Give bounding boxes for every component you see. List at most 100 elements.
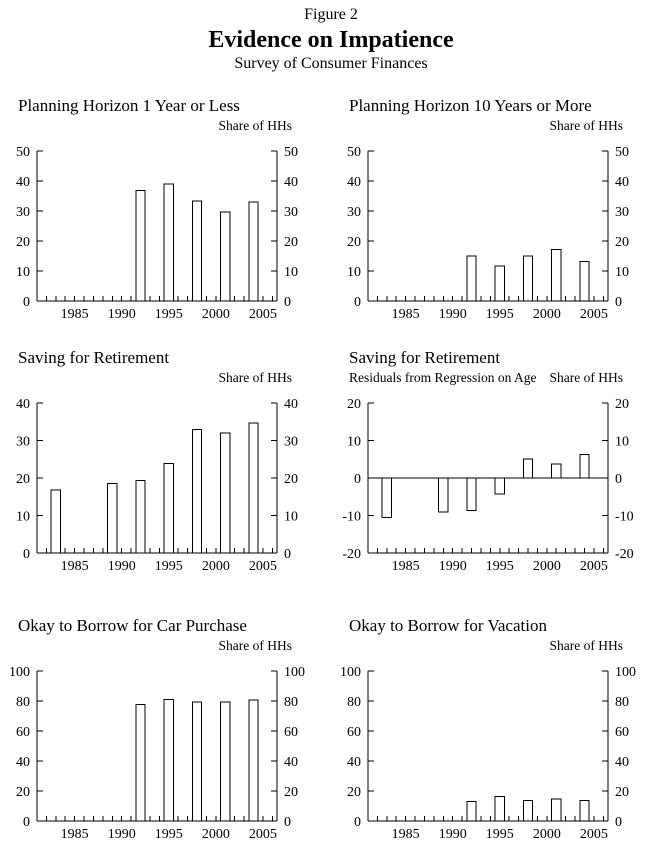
svg-text:30: 30 — [16, 205, 30, 220]
chart-title: Saving for Retirement — [349, 348, 501, 367]
chart-subtitle-row: Residuals from Regression on Age Share o… — [349, 369, 623, 386]
panel-okay-to-borrow-for-vacation: Okay to Borrow for Vacation Share of HHs… — [331, 594, 662, 846]
svg-text:20: 20 — [347, 397, 361, 412]
svg-text:0: 0 — [615, 815, 622, 830]
bar-chart-svg: 0 0 20 20 40 40 60 60 80 80 100 100 1985 1990 1995 2000… — [340, 665, 636, 842]
svg-text:2005: 2005 — [580, 307, 608, 322]
panel-planning-horizon-10-years-or-more: Planning Horizon 10 Years or More Share … — [331, 90, 662, 342]
svg-text:20: 20 — [16, 472, 30, 487]
svg-text:1995: 1995 — [486, 559, 514, 574]
chart-subtitle-row: Share of HHs — [18, 637, 293, 654]
chart-title: Saving for Retirement — [18, 348, 170, 367]
bar-chart-svg: 0 0 10 10 20 20 30 30 40 40 1985 1990 1995 2000 2005 — [16, 397, 298, 574]
units-label: Share of HHs — [218, 118, 293, 133]
svg-text:2000: 2000 — [533, 307, 561, 322]
svg-text:-20: -20 — [342, 547, 361, 562]
svg-text:20: 20 — [284, 785, 298, 800]
svg-text:0: 0 — [354, 815, 361, 830]
svg-text:2005: 2005 — [249, 307, 277, 322]
svg-text:10: 10 — [16, 265, 30, 280]
svg-text:40: 40 — [16, 175, 30, 190]
panel-saving-for-retirement: Saving for Retirement Share of HHs 0 0 10 1… — [0, 342, 331, 594]
svg-text:10: 10 — [615, 435, 629, 450]
svg-text:100: 100 — [615, 665, 636, 680]
svg-text:50: 50 — [284, 145, 298, 160]
units-label: Share of HHs — [549, 638, 624, 653]
svg-text:10: 10 — [347, 265, 361, 280]
svg-text:1995: 1995 — [155, 827, 183, 842]
svg-text:40: 40 — [16, 397, 30, 412]
svg-text:80: 80 — [347, 695, 361, 710]
svg-text:2005: 2005 — [249, 827, 277, 842]
svg-text:1985: 1985 — [392, 827, 420, 842]
svg-text:60: 60 — [284, 725, 298, 740]
svg-text:-10: -10 — [342, 510, 361, 525]
chart-subtitle: Residuals from Regression on Age — [349, 370, 537, 385]
chart-title: Planning Horizon 1 Year or Less — [18, 96, 240, 115]
svg-text:0: 0 — [23, 815, 30, 830]
panel-okay-to-borrow-for-car-purchase: Okay to Borrow for Car Purchase Share of… — [0, 594, 331, 846]
svg-text:40: 40 — [347, 175, 361, 190]
svg-text:-10: -10 — [615, 510, 634, 525]
svg-text:1990: 1990 — [439, 827, 467, 842]
svg-text:40: 40 — [284, 397, 298, 412]
svg-text:40: 40 — [615, 755, 629, 770]
panel-planning-horizon-1-year-or-less: Planning Horizon 1 Year or Less Share of… — [0, 90, 331, 342]
svg-text:-20: -20 — [615, 547, 634, 562]
svg-text:30: 30 — [16, 435, 30, 450]
svg-text:0: 0 — [284, 295, 291, 310]
svg-text:2005: 2005 — [249, 559, 277, 574]
svg-text:2000: 2000 — [202, 559, 230, 574]
svg-text:50: 50 — [615, 145, 629, 160]
units-label: Share of HHs — [549, 370, 624, 385]
units-label: Share of HHs — [218, 370, 293, 385]
svg-text:100: 100 — [9, 665, 30, 680]
svg-text:60: 60 — [615, 725, 629, 740]
svg-text:80: 80 — [16, 695, 30, 710]
svg-text:2000: 2000 — [202, 827, 230, 842]
svg-text:20: 20 — [615, 397, 629, 412]
svg-text:50: 50 — [347, 145, 361, 160]
chart-title: Okay to Borrow for Car Purchase — [18, 616, 247, 635]
bar-chart-svg: 0 0 10 10 20 20 30 30 40 40 50 50 1985 1990 1995 2000 20… — [347, 145, 629, 322]
svg-text:1985: 1985 — [392, 559, 420, 574]
svg-text:30: 30 — [284, 435, 298, 450]
svg-text:0: 0 — [23, 295, 30, 310]
svg-text:1995: 1995 — [486, 827, 514, 842]
svg-text:40: 40 — [347, 755, 361, 770]
svg-text:10: 10 — [347, 435, 361, 450]
svg-text:1985: 1985 — [61, 559, 89, 574]
svg-text:1995: 1995 — [155, 559, 183, 574]
svg-text:40: 40 — [284, 755, 298, 770]
bar-chart-svg: 0 0 10 10 20 20 30 30 40 40 50 50 1985 1990 1995 2000 20… — [16, 145, 298, 322]
chart-subtitle-row: Share of HHs — [18, 369, 293, 386]
charts-grid: Planning Horizon 1 Year or Less Share of… — [0, 90, 662, 846]
svg-text:80: 80 — [284, 695, 298, 710]
svg-text:30: 30 — [615, 205, 629, 220]
figure-label: Figure 2 — [304, 6, 358, 23]
figure-subtitle: Survey of Consumer Finances — [234, 55, 428, 72]
svg-text:2000: 2000 — [533, 559, 561, 574]
svg-text:20: 20 — [347, 235, 361, 250]
svg-text:50: 50 — [16, 145, 30, 160]
svg-text:20: 20 — [16, 785, 30, 800]
svg-text:0: 0 — [23, 547, 30, 562]
svg-text:1985: 1985 — [392, 307, 420, 322]
svg-text:1990: 1990 — [439, 307, 467, 322]
svg-text:2005: 2005 — [580, 559, 608, 574]
svg-text:100: 100 — [340, 665, 361, 680]
svg-text:0: 0 — [284, 547, 291, 562]
panel-saving-for-retirement-residuals: Saving for Retirement Residuals from Reg… — [331, 342, 662, 594]
svg-text:2005: 2005 — [580, 827, 608, 842]
svg-text:60: 60 — [347, 725, 361, 740]
svg-text:20: 20 — [16, 235, 30, 250]
units-label: Share of HHs — [218, 638, 293, 653]
chart-subtitle-row: Share of HHs — [349, 117, 624, 134]
svg-text:20: 20 — [284, 472, 298, 487]
chart-subtitle-row: Share of HHs — [349, 637, 624, 654]
svg-text:40: 40 — [16, 755, 30, 770]
svg-text:0: 0 — [615, 472, 622, 487]
svg-text:0: 0 — [354, 295, 361, 310]
svg-text:100: 100 — [284, 665, 305, 680]
